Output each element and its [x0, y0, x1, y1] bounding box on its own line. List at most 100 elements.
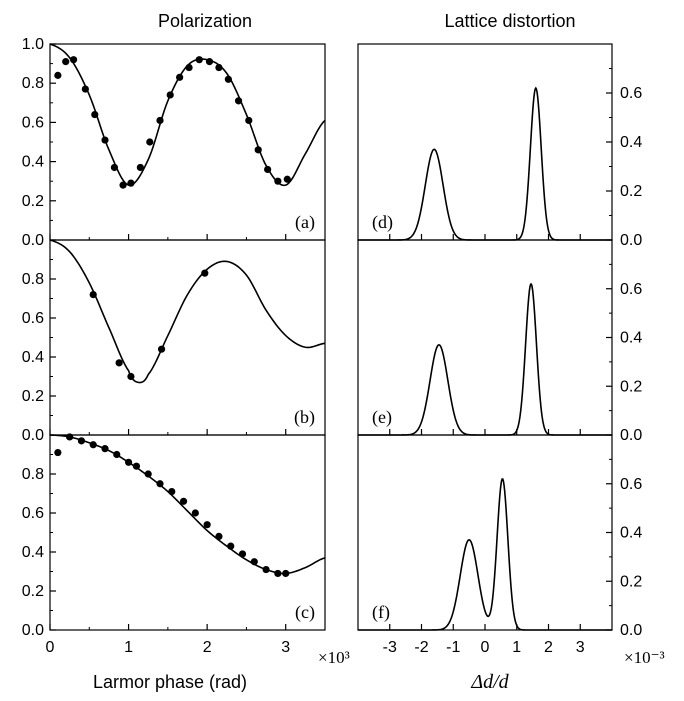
- data-point: [115, 359, 123, 367]
- data-point: [283, 175, 291, 183]
- data-point: [168, 487, 176, 496]
- data-point: [215, 63, 223, 72]
- data-point: [274, 177, 282, 185]
- y-tick-label: 0.0: [22, 427, 44, 444]
- x-tick-label: 2: [544, 639, 553, 656]
- left-title: Polarization: [158, 11, 252, 31]
- y-tick-label: 0.0: [620, 232, 642, 249]
- data-point: [195, 56, 203, 64]
- y-tick-label: 0.2: [22, 193, 44, 210]
- panel-e: 0.0 0.2 0.4 0.6 (e): [357, 239, 642, 444]
- data-point: [156, 116, 164, 125]
- y-tick-label: 0.2: [22, 388, 44, 405]
- data-point: [101, 445, 109, 453]
- panel-frame: [357, 434, 613, 631]
- panel-label: (b): [294, 407, 315, 428]
- x-tick-label: -3: [383, 639, 397, 656]
- panel-frame: [49, 43, 326, 241]
- data-point: [132, 462, 141, 470]
- y-tick-label: 0.0: [620, 622, 642, 639]
- panel-frame: [357, 43, 613, 241]
- data-point: [238, 550, 247, 558]
- panel-b: 0.0 0.2 0.4 0.6 0.8 (b): [22, 239, 326, 444]
- x-tick-label: -1: [446, 639, 460, 656]
- left-x-multiplier: ×10³: [318, 648, 350, 667]
- y-tick-label: 0.0: [22, 232, 44, 249]
- data-point: [81, 85, 89, 93]
- data-point: [274, 569, 282, 578]
- panel-frame: [49, 239, 326, 436]
- data-point: [66, 433, 74, 441]
- data-point: [176, 73, 184, 81]
- data-point: [110, 163, 119, 172]
- series-line: [49, 239, 326, 384]
- y-tick-label: 0.6: [22, 310, 44, 327]
- panel-label: (c): [295, 602, 315, 623]
- y-tick-label: 0.8: [22, 271, 44, 288]
- y-tick-label: 0.0: [620, 427, 642, 444]
- data-point: [254, 146, 262, 154]
- data-point: [185, 63, 193, 72]
- data-point: [89, 441, 97, 449]
- panel-label: (e): [372, 407, 392, 428]
- data-point: [124, 458, 133, 466]
- data-point: [191, 509, 199, 517]
- data-point: [54, 71, 62, 79]
- data-point: [89, 291, 97, 299]
- y-tick-label: 0.4: [620, 525, 642, 542]
- y-tick-label: 0.6: [620, 281, 642, 298]
- series-line: [358, 478, 612, 631]
- data-point: [203, 521, 211, 529]
- data-point: [136, 163, 144, 172]
- x-tick-label: 0: [481, 639, 490, 656]
- data-point: [113, 450, 121, 459]
- x-tick-label: -2: [414, 639, 428, 656]
- data-point: [201, 269, 209, 277]
- x-tick-label: 1: [512, 639, 521, 656]
- data-point: [282, 569, 290, 578]
- x-tick-label: 3: [281, 639, 290, 656]
- panel-frame: [49, 434, 326, 631]
- data-point: [166, 91, 174, 99]
- data-point: [262, 565, 270, 574]
- y-tick-label: 0.4: [620, 330, 642, 347]
- series-line: [358, 86, 612, 241]
- panel-frame: [357, 239, 613, 436]
- data-point: [227, 542, 235, 550]
- x-tick-label: 0: [46, 639, 55, 656]
- right-x-axis-label: Δd/d: [470, 671, 509, 693]
- data-point: [215, 532, 223, 541]
- data-point: [179, 497, 188, 505]
- data-point: [205, 58, 214, 66]
- data-point: [245, 116, 253, 125]
- right-x-multiplier: ×10⁻³: [624, 648, 665, 667]
- panel-f: 0.0 0.2 0.4 0.6 -3 -2 -1 0 1 2 3 (f): [357, 434, 642, 656]
- data-point: [224, 75, 232, 83]
- y-tick-label: 0.6: [620, 85, 642, 102]
- left-x-axis-label: Larmor phase (rad): [93, 672, 247, 692]
- right-title: Lattice distortion: [444, 11, 575, 31]
- y-tick-label: 0.6: [620, 476, 642, 493]
- data-point: [127, 179, 135, 187]
- x-tick-label: 1: [124, 639, 133, 656]
- data-point: [127, 372, 135, 381]
- data-point: [101, 136, 109, 144]
- series-line: [358, 283, 612, 436]
- data-point: [146, 138, 154, 146]
- y-tick-label: 0.2: [22, 583, 44, 600]
- data-point: [54, 448, 62, 457]
- y-tick-label: 0.2: [620, 183, 642, 200]
- y-tick-label: 0.4: [22, 349, 44, 366]
- data-point: [250, 558, 258, 566]
- data-point: [234, 97, 243, 105]
- y-tick-label: 0.8: [22, 466, 44, 483]
- y-tick-label: 0.4: [620, 134, 642, 151]
- data-point: [157, 345, 166, 353]
- y-tick-label: 0.2: [620, 378, 642, 395]
- panel-label: (d): [372, 212, 393, 233]
- panel-label: (f): [372, 602, 390, 623]
- data-point: [62, 58, 70, 66]
- panels: 0.00.20.40.60.81.0(a)0.00.20.40.60.8(b)0…: [22, 36, 643, 656]
- data-point: [77, 437, 86, 445]
